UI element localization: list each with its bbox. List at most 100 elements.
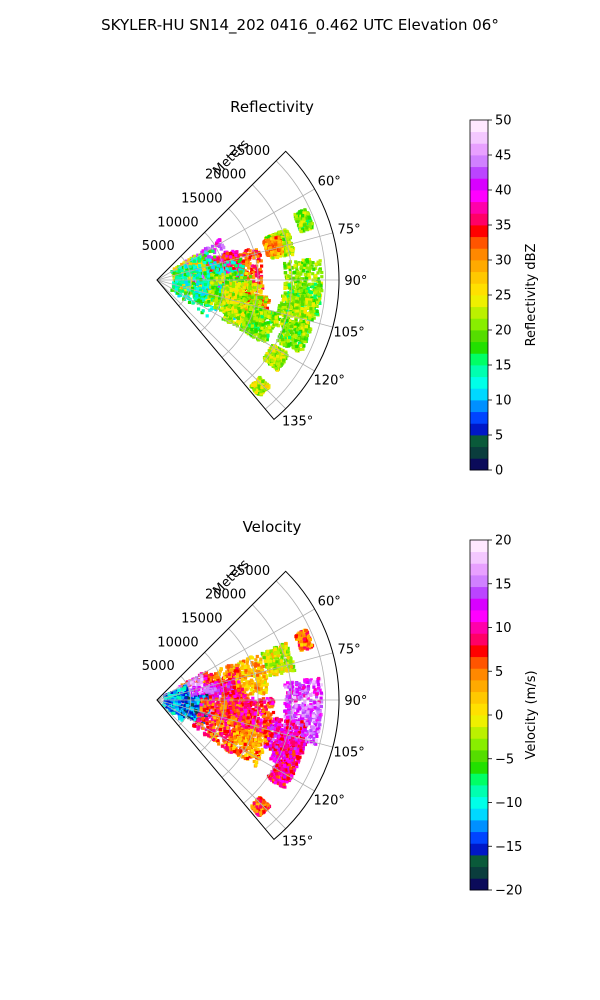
- radar-gate: [238, 268, 242, 272]
- radar-gate: [231, 281, 236, 285]
- radar-gate: [243, 304, 247, 308]
- radar-gate: [226, 273, 230, 277]
- radar-gate: [239, 314, 243, 318]
- radar-gate: [279, 309, 283, 313]
- radar-gate: [214, 286, 218, 290]
- radar-gate: [203, 261, 207, 265]
- radar-gate: [198, 290, 202, 295]
- radar-gate: [288, 270, 292, 274]
- radar-gate: [192, 300, 196, 304]
- radar-gate: [194, 286, 198, 290]
- radar-gate: [251, 319, 255, 323]
- radar-gate: [216, 306, 220, 310]
- radar-gate: [196, 256, 200, 260]
- radar-gate: [226, 307, 230, 312]
- radar-gate: [284, 297, 288, 301]
- radar-gate: [212, 281, 216, 285]
- radar-gate: [278, 317, 282, 321]
- radar-gate: [250, 324, 254, 328]
- radar-gate: [233, 271, 237, 275]
- radar-gate: [195, 287, 200, 291]
- radar-gate: [260, 311, 264, 315]
- radar-gate: [251, 283, 255, 287]
- radar-gate: [240, 282, 244, 287]
- radar-gate: [235, 307, 239, 312]
- radar-gate: [285, 328, 289, 332]
- radar-gate: [295, 284, 299, 289]
- radar-gate: [217, 277, 222, 281]
- radar-gate: [247, 316, 251, 321]
- radar-gate: [200, 296, 204, 300]
- radar-gate: [284, 253, 288, 257]
- radar-gate: [249, 305, 253, 309]
- radar-gate: [252, 294, 256, 298]
- radar-gate: [238, 264, 242, 268]
- radar-gate: [189, 273, 193, 277]
- radar-gate: [213, 250, 217, 255]
- radar-gate: [245, 263, 249, 267]
- radar-gate: [232, 275, 236, 280]
- radar-gate: [229, 281, 233, 285]
- radar-gate: [285, 286, 289, 290]
- radar-gate: [291, 304, 295, 308]
- radar-gate: [248, 294, 252, 298]
- radar-gate: [191, 281, 196, 285]
- radar-gate: [309, 312, 314, 316]
- radar-gate: [241, 264, 245, 269]
- radar-gate: [192, 259, 196, 263]
- radar-gate: [229, 265, 233, 269]
- radar-gate: [200, 301, 204, 305]
- radar-gate: [271, 316, 275, 320]
- radar-gate: [174, 270, 178, 274]
- radar-gate: [259, 291, 263, 295]
- radar-gate: [251, 252, 255, 256]
- radar-gate: [238, 321, 242, 325]
- radar-gate: [308, 222, 312, 226]
- radar-gate: [216, 239, 220, 243]
- radar-gate: [208, 269, 212, 273]
- radar-gate: [302, 268, 306, 272]
- radar-gate: [212, 271, 216, 275]
- radar-gate: [174, 288, 178, 292]
- radar-gate: [192, 254, 196, 258]
- radar-gate: [299, 272, 303, 276]
- radar-gate: [220, 263, 224, 267]
- radar-gate: [298, 312, 302, 316]
- radar-gate: [255, 322, 259, 326]
- radar-gate: [291, 302, 295, 306]
- radar-gate: [291, 292, 295, 296]
- radar-gate: [252, 254, 256, 258]
- radar-gate: [280, 302, 284, 307]
- radar-gate: [186, 287, 190, 291]
- radar-gate: [201, 292, 205, 296]
- radar-gate: [238, 257, 243, 261]
- radar-gate: [197, 279, 201, 283]
- radar-gate: [300, 307, 304, 311]
- radar-gate: [252, 275, 256, 280]
- radar-gate: [187, 291, 191, 295]
- radar-gate: [220, 243, 224, 247]
- radar-gate: [314, 303, 318, 307]
- radar-gate: [226, 256, 230, 260]
- radar-gate: [283, 302, 287, 306]
- radar-gate: [300, 294, 304, 298]
- radar-gate: [290, 251, 294, 255]
- radar-gate: [203, 254, 207, 258]
- radar-gate: [210, 276, 214, 280]
- radar-gate: [228, 294, 232, 298]
- radar-gate: [218, 281, 223, 285]
- radar-gate: [252, 335, 256, 339]
- radar-gate: [305, 226, 309, 230]
- radar-gate: [211, 265, 215, 269]
- radar-gate: [307, 258, 311, 262]
- radar-gate: [220, 267, 224, 271]
- radar-gate: [203, 283, 207, 287]
- radar-gate: [233, 295, 237, 299]
- radar-gate: [277, 230, 282, 234]
- radar-gate: [210, 244, 215, 248]
- radar-gate: [288, 235, 292, 239]
- radar-gate: [213, 248, 217, 252]
- radar-gate: [218, 293, 222, 297]
- radar-gate: [195, 282, 199, 286]
- radar-gate: [250, 290, 254, 294]
